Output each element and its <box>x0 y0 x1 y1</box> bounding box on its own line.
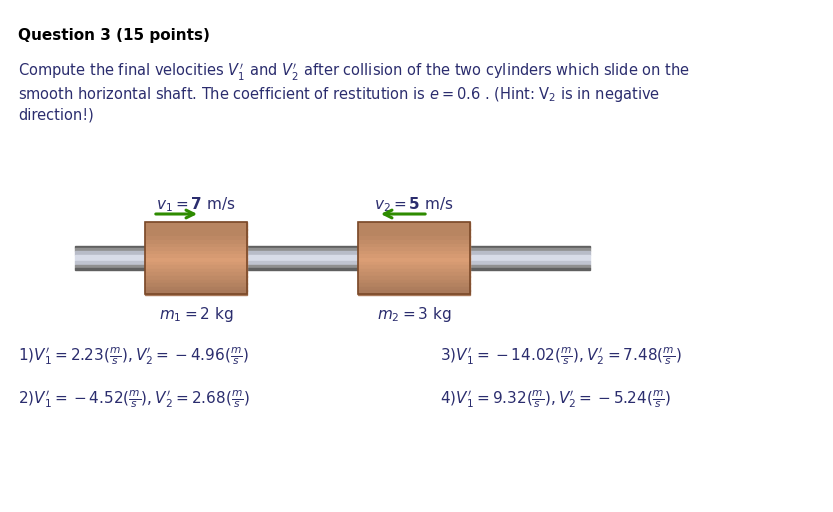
Bar <box>358 233 470 237</box>
Bar <box>145 222 247 226</box>
Text: $m_1 = 2$ kg: $m_1 = 2$ kg <box>159 305 233 324</box>
Bar <box>358 222 470 294</box>
Text: $\mathit{v}_1 = \mathbf{7}$ m/s: $\mathit{v}_1 = \mathbf{7}$ m/s <box>156 195 236 214</box>
Text: smooth horizontal shaft. The coefficient of restitution is $e = 0.6$ . (Hint: V$: smooth horizontal shaft. The coefficient… <box>18 85 660 104</box>
Bar <box>358 280 470 284</box>
Text: 1)$V_1^{\prime} = 2.23(\frac{m}{s}),V_2^{\prime} = -4.96(\frac{m}{s})$: 1)$V_1^{\prime} = 2.23(\frac{m}{s}),V_2^… <box>18 345 249 367</box>
Bar <box>358 283 470 287</box>
Bar <box>145 251 247 255</box>
Bar <box>75 251 590 255</box>
Bar <box>358 254 470 259</box>
Bar <box>358 247 470 251</box>
Text: 4)$V_1^{\prime} = 9.32(\frac{m}{s}),V_2^{\prime} = -5.24(\frac{m}{s})$: 4)$V_1^{\prime} = 9.32(\frac{m}{s}),V_2^… <box>440 388 671 410</box>
Bar <box>145 265 247 269</box>
Bar <box>145 262 247 266</box>
Bar <box>145 247 247 251</box>
Text: $\mathit{v}_2 = \mathbf{5}$ m/s: $\mathit{v}_2 = \mathbf{5}$ m/s <box>374 195 454 214</box>
Bar <box>75 255 590 261</box>
Bar <box>75 265 590 268</box>
Bar <box>145 237 247 241</box>
Bar <box>358 229 470 233</box>
Bar <box>75 268 590 270</box>
Bar <box>358 272 470 276</box>
Text: Compute the final velocities $\mathit{V}_1^{\prime}$ and $\mathit{V}_2^{\prime}$: Compute the final velocities $\mathit{V}… <box>18 62 690 83</box>
Bar <box>145 258 247 262</box>
Bar <box>145 283 247 287</box>
Bar <box>358 251 470 255</box>
Bar <box>145 280 247 284</box>
Bar <box>75 261 590 265</box>
Bar <box>358 262 470 266</box>
Bar <box>145 222 247 294</box>
Text: Question 3 (15 points): Question 3 (15 points) <box>18 28 210 43</box>
Bar <box>75 248 590 251</box>
Bar <box>145 272 247 276</box>
Bar <box>358 226 470 230</box>
Bar <box>358 258 470 262</box>
Bar <box>358 222 470 226</box>
Bar <box>358 265 470 269</box>
Bar <box>145 290 247 294</box>
Bar <box>75 246 590 248</box>
Bar <box>145 226 247 230</box>
Bar <box>358 244 470 248</box>
Text: 3)$V_1^{\prime} = -14.02(\frac{m}{s}),V_2^{\prime} = 7.48(\frac{m}{s})$: 3)$V_1^{\prime} = -14.02(\frac{m}{s}),V_… <box>440 345 681 367</box>
Bar <box>145 244 247 248</box>
Text: direction!): direction!) <box>18 108 94 123</box>
Bar <box>145 276 247 280</box>
Bar <box>145 229 247 233</box>
Bar <box>358 287 470 291</box>
Bar <box>145 240 247 244</box>
Bar <box>358 269 470 273</box>
Bar <box>145 287 247 291</box>
Bar <box>145 233 247 237</box>
Bar <box>145 254 247 259</box>
Text: 2)$V_1^{\prime} = -4.52(\frac{m}{s}),V_2^{\prime} = 2.68(\frac{m}{s})$: 2)$V_1^{\prime} = -4.52(\frac{m}{s}),V_2… <box>18 388 250 410</box>
Bar <box>358 240 470 244</box>
Bar <box>358 237 470 241</box>
Text: $m_2 = 3$ kg: $m_2 = 3$ kg <box>377 305 451 324</box>
Bar <box>358 276 470 280</box>
Bar <box>358 290 470 294</box>
Bar <box>145 269 247 273</box>
